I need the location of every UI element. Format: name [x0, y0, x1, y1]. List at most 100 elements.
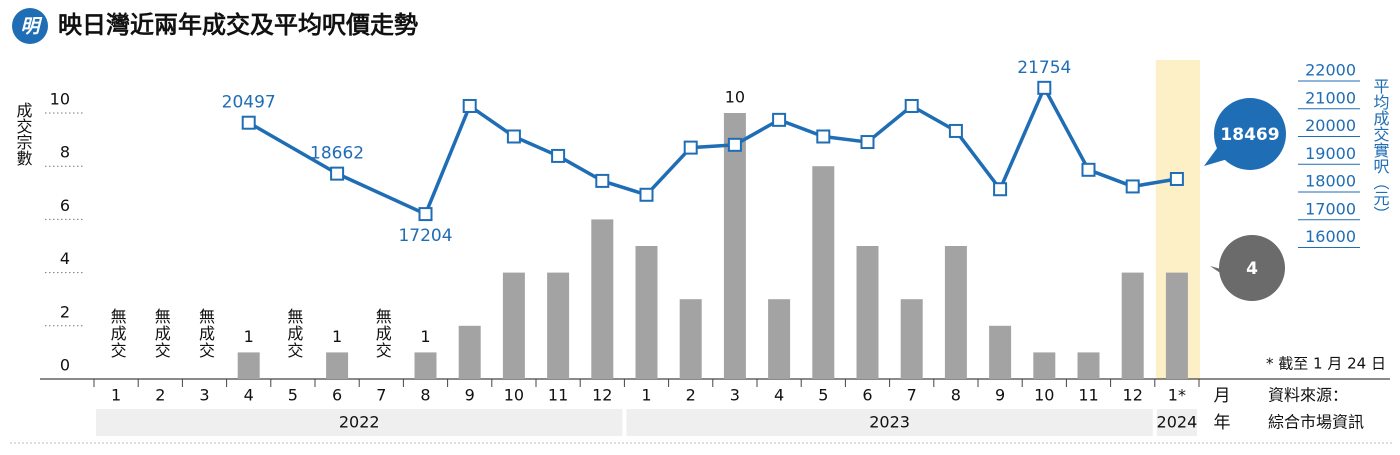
y2-tick-label: 19000	[1305, 144, 1356, 163]
line-segment	[1042, 86, 1091, 171]
y-tick-label: 8	[60, 143, 70, 162]
bar-label: 無成交	[152, 308, 171, 359]
x-tick-label: 4	[774, 386, 784, 405]
y2-tick-label: 20000	[1305, 116, 1356, 135]
bar-label: 無成交	[196, 308, 215, 359]
line-marker	[1037, 80, 1052, 95]
x-tick-label: 2	[686, 386, 696, 405]
x-tick-label: 5	[288, 386, 298, 405]
line-marker	[551, 148, 566, 163]
line-segment	[645, 146, 692, 196]
line-segment	[468, 104, 515, 138]
logo-badge	[12, 8, 48, 44]
line-segment	[823, 134, 868, 144]
bar	[768, 299, 791, 379]
x-tick-label: 10	[504, 386, 524, 405]
bar	[591, 219, 614, 379]
callout	[1219, 235, 1285, 301]
bar	[812, 166, 835, 379]
chart-title: 映日灣近兩年成交及平均呎價走勢	[58, 11, 418, 39]
line-label: 21754	[1017, 58, 1071, 78]
bar	[723, 113, 746, 379]
x-tick-label: 1*	[1168, 386, 1186, 405]
line-marker	[639, 187, 654, 202]
bar	[1121, 272, 1144, 379]
bar	[414, 352, 437, 379]
bar	[326, 352, 349, 379]
x-tick-label: 12	[592, 386, 612, 405]
group-axis-title: 年	[1214, 413, 1231, 433]
line-segment	[1132, 177, 1178, 189]
bar	[458, 325, 481, 379]
line-marker	[727, 137, 742, 152]
bar	[944, 246, 967, 379]
x-tick-label: 1	[641, 386, 651, 405]
y2-tick-label: 21000	[1305, 88, 1356, 107]
x-tick-label: 9	[465, 386, 475, 405]
line-segment	[778, 118, 824, 139]
line-marker	[1125, 179, 1140, 194]
x-tick-label: 10	[1034, 386, 1054, 405]
line-marker	[330, 166, 345, 181]
line-segment	[734, 118, 780, 147]
x-axis-title: 月	[1214, 386, 1231, 406]
logo: 明	[20, 16, 42, 38]
bar-label: 無成交	[108, 308, 127, 359]
y-axis-title: 成交宗數	[14, 102, 33, 166]
line-marker	[595, 173, 610, 188]
group-label: 2023	[869, 413, 910, 432]
line-marker	[993, 182, 1008, 197]
bar	[547, 272, 570, 379]
line-marker	[772, 112, 787, 127]
line-segment	[423, 105, 472, 215]
line-label: 20497	[222, 93, 276, 113]
line-segment	[557, 154, 604, 183]
line-marker	[816, 129, 831, 144]
x-tick-label: 3	[199, 386, 209, 405]
x-tick-label: 7	[376, 386, 386, 405]
y2-tick-label: 22000	[1305, 61, 1356, 80]
line-segment	[954, 129, 1002, 191]
y-tick-label: 0	[60, 356, 70, 375]
line-marker	[860, 135, 875, 150]
line-marker	[462, 98, 477, 113]
x-tick-label: 9	[995, 386, 1005, 405]
bar-label: 無成交	[373, 308, 392, 359]
source-label: 資料來源：	[1268, 386, 1348, 405]
y2-tick-label: 16000	[1305, 227, 1356, 246]
x-tick-label: 8	[951, 386, 961, 405]
bar-label: 10	[725, 88, 745, 107]
bar-label: 1	[420, 327, 430, 346]
bar	[900, 299, 923, 379]
bar	[1165, 272, 1188, 379]
line-label: 17204	[398, 226, 452, 246]
y-tick-label: 10	[50, 90, 70, 109]
line-segment	[910, 104, 957, 133]
x-tick-label: 11	[548, 386, 568, 405]
note: * 截至 1 月 24 日	[1266, 355, 1386, 373]
x-tick-label: 12	[1123, 386, 1143, 405]
x-tick-label: 8	[420, 386, 430, 405]
y-tick-label: 6	[60, 196, 70, 215]
line-segment	[601, 179, 648, 197]
line-marker	[506, 129, 521, 144]
line-marker	[1169, 171, 1184, 186]
line-marker	[418, 207, 433, 222]
line-segment	[866, 104, 913, 144]
line-marker	[241, 115, 256, 130]
bar	[1077, 352, 1100, 379]
y2-axis-title: 平均成交實呎（元）	[1371, 78, 1390, 222]
bar	[635, 246, 658, 379]
line-marker	[948, 123, 963, 138]
line-marker	[1081, 162, 1096, 177]
line-label: 18662	[310, 144, 364, 164]
group-band	[96, 409, 623, 436]
bar	[237, 352, 260, 379]
line-segment	[247, 121, 338, 176]
bar	[1033, 352, 1056, 379]
group-label: 2022	[339, 413, 380, 432]
x-tick-label: 11	[1078, 386, 1098, 405]
y2-tick-label: 18000	[1305, 172, 1356, 191]
